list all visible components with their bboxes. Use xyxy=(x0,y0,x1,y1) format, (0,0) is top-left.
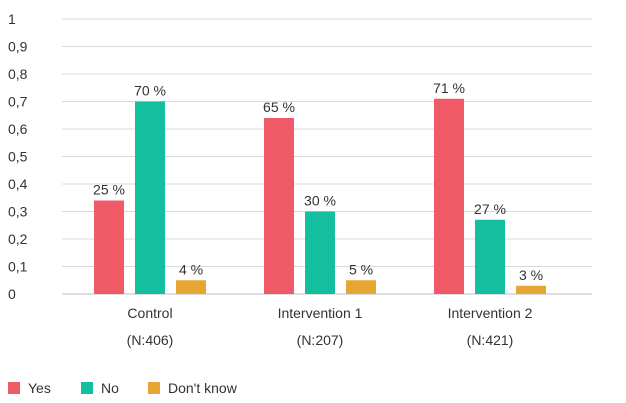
data-labels: 25 % 70 % 4 % 65 % 30 % 5 % 71 % 27 % 3 % xyxy=(93,80,543,283)
bar-yes-3 xyxy=(434,98,464,294)
bar-no-2 xyxy=(305,211,335,294)
data-label: 30 % xyxy=(304,193,336,209)
legend-swatch xyxy=(8,382,20,394)
y-axis-tick-labels: 0 0,1 0,2 0,3 0,4 0,5 0,6 0,7 0,8 0,9 1 xyxy=(8,11,28,302)
data-label: 3 % xyxy=(519,267,543,283)
y-tick-label: 0,4 xyxy=(8,176,28,192)
y-tick-label: 0,2 xyxy=(8,231,28,247)
category-label: Intervention 1 xyxy=(278,305,363,321)
data-label: 70 % xyxy=(134,83,166,99)
y-tick-label: 0,6 xyxy=(8,121,28,137)
bars xyxy=(94,98,546,294)
y-tick-label: 0,9 xyxy=(8,39,28,55)
x-axis-category-labels: Control (N:406) Intervention 1 (N:207) Inter… xyxy=(127,305,533,348)
y-tick-label: 1 xyxy=(8,11,16,27)
data-label: 4 % xyxy=(179,261,203,277)
y-tick-label: 0,7 xyxy=(8,94,28,110)
legend: Yes No Don't know xyxy=(8,380,238,396)
category-sublabel: (N:421) xyxy=(467,332,514,348)
bar-no-1 xyxy=(135,101,165,294)
data-label: 71 % xyxy=(433,80,465,96)
data-label: 5 % xyxy=(349,261,373,277)
legend-swatch xyxy=(148,382,160,394)
category-label: Control xyxy=(127,305,172,321)
data-label: 27 % xyxy=(474,201,506,217)
bar-no-3 xyxy=(475,219,505,294)
legend-label: Yes xyxy=(28,380,51,396)
bar-don-t-know-2 xyxy=(346,280,376,294)
bar-yes-1 xyxy=(94,200,124,294)
category-sublabel: (N:406) xyxy=(127,332,174,348)
y-tick-label: 0,3 xyxy=(8,204,28,220)
bar-don-t-know-1 xyxy=(176,280,206,294)
y-tick-label: 0,8 xyxy=(8,66,28,82)
legend-label: No xyxy=(101,380,119,396)
bar-don-t-know-3 xyxy=(516,285,546,294)
legend-label: Don't know xyxy=(168,380,238,396)
category-sublabel: (N:207) xyxy=(297,332,344,348)
y-tick-label: 0 xyxy=(8,286,16,302)
y-tick-label: 0,1 xyxy=(8,259,28,275)
data-label: 25 % xyxy=(93,182,125,198)
category-label: Intervention 2 xyxy=(448,305,533,321)
bar-yes-2 xyxy=(264,118,294,294)
data-label: 65 % xyxy=(263,99,295,115)
legend-swatch xyxy=(81,382,93,394)
y-tick-label: 0,5 xyxy=(8,149,28,165)
